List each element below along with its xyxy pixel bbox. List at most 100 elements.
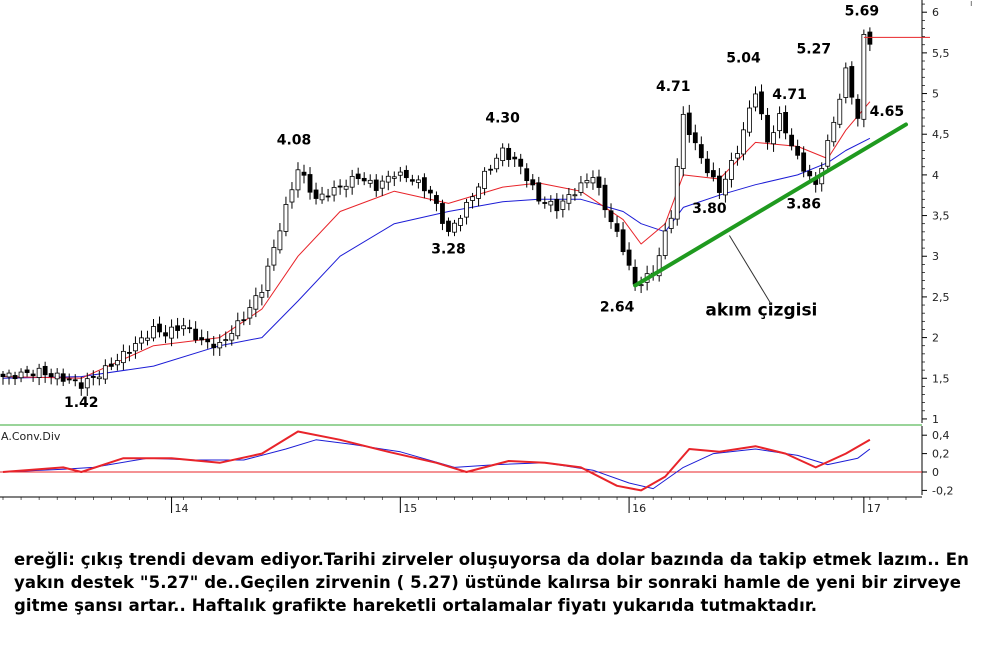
candle-up (151, 326, 156, 339)
price-annotation: 3.80 (692, 201, 727, 217)
price-tick-label: 1 (932, 413, 939, 426)
candle-up (415, 179, 421, 183)
candle-up (229, 333, 235, 341)
time-tick-label: 14 (175, 502, 189, 515)
price-tick-label: 5,5 (932, 47, 950, 60)
candle-up (656, 255, 662, 277)
candle-up (343, 185, 349, 190)
candle-up (735, 153, 740, 159)
candle-down (795, 145, 801, 156)
candle-up (145, 337, 150, 341)
candle-down (614, 223, 620, 232)
candle-up (289, 189, 295, 203)
candle-up (277, 230, 283, 251)
candle-down (626, 249, 632, 266)
candle-down (542, 202, 548, 204)
candle-up (391, 176, 397, 179)
candle-up (662, 230, 668, 256)
candle-down (488, 168, 494, 171)
candle-up (747, 107, 752, 133)
candle-up (843, 67, 849, 98)
candle-down (530, 179, 536, 186)
price-annotation: 2.64 (600, 300, 635, 316)
candle-down (518, 158, 524, 167)
trendline-pointer (728, 235, 772, 305)
osc-tick-label: -0,2 (932, 484, 953, 497)
candle-up (723, 178, 728, 196)
candle-down (175, 325, 180, 331)
candle-down (710, 170, 716, 178)
candle-up (6, 372, 12, 378)
candle-up (379, 180, 385, 189)
candle-up (54, 372, 60, 380)
candle-up (235, 320, 241, 337)
candle-down (421, 177, 427, 192)
candle-up (458, 217, 463, 226)
time-tick-label: 15 (403, 502, 417, 515)
candle-down (108, 363, 114, 367)
candle-up (680, 113, 686, 169)
candle-up (102, 365, 108, 380)
candle-down (373, 179, 379, 191)
price-tick-label: 2,5 (932, 291, 950, 304)
candle-down (759, 91, 764, 115)
candle-down (686, 112, 692, 136)
osc-tick-label: 0,4 (932, 429, 950, 442)
price-annotation: 4.71 (656, 79, 691, 95)
candle-down (620, 229, 626, 253)
trendline-label: akım çizgisi (705, 301, 817, 321)
candle-down (42, 365, 48, 376)
price-annotation: 5.04 (726, 50, 761, 66)
time-tick-label: 16 (632, 502, 646, 515)
commentary-text: ereğli: çıkış trendi devam ediyor.Tarihi… (14, 550, 969, 615)
candle-down (428, 189, 433, 194)
candle-down (608, 210, 614, 223)
price-annotation: 4.65 (870, 104, 905, 120)
candle-down (127, 351, 132, 354)
price-tick-label: 1,5 (932, 372, 950, 385)
candle-down (783, 112, 788, 134)
candle-up (831, 121, 837, 143)
candle-down (698, 144, 704, 159)
candle-down (0, 373, 6, 378)
candle-down (199, 337, 205, 341)
candle-up (331, 187, 337, 196)
candle-up (283, 204, 289, 232)
candle-down (193, 328, 199, 341)
candle-up (385, 175, 391, 183)
candle-up (494, 157, 500, 170)
candle-up (476, 186, 481, 199)
candle-up (18, 371, 24, 379)
osc-tick-label: 0,2 (932, 448, 950, 461)
candle-down (337, 185, 343, 188)
candle-down (78, 382, 84, 389)
candle-up (584, 180, 590, 184)
candle-down (554, 199, 560, 212)
price-tick-label: 3 (932, 250, 939, 263)
price-annotation: 5.27 (797, 42, 832, 58)
price-tick-label: 3,5 (932, 210, 950, 223)
ma-fast-line (2, 101, 871, 379)
candle-down (157, 323, 162, 333)
candle-down (24, 369, 30, 373)
candle-up (217, 342, 223, 349)
candle-up (771, 132, 776, 145)
candle-down (807, 170, 813, 177)
candle-up (84, 378, 90, 389)
candle-down (211, 343, 217, 349)
osc-signal-line (2, 439, 871, 490)
candle-up (837, 98, 843, 125)
candle-up (674, 165, 680, 220)
candle-up (253, 295, 259, 310)
candle-down (60, 373, 66, 382)
candle-down (801, 152, 807, 172)
candle-down (361, 177, 367, 182)
candle-up (114, 360, 120, 366)
osc-macd-line (2, 430, 871, 492)
candle-down (789, 134, 795, 147)
candle-up (139, 337, 144, 344)
candle-down (596, 176, 602, 188)
candle-down (90, 375, 96, 378)
price-annotation: 3.86 (786, 196, 821, 212)
candle-down (602, 184, 608, 211)
